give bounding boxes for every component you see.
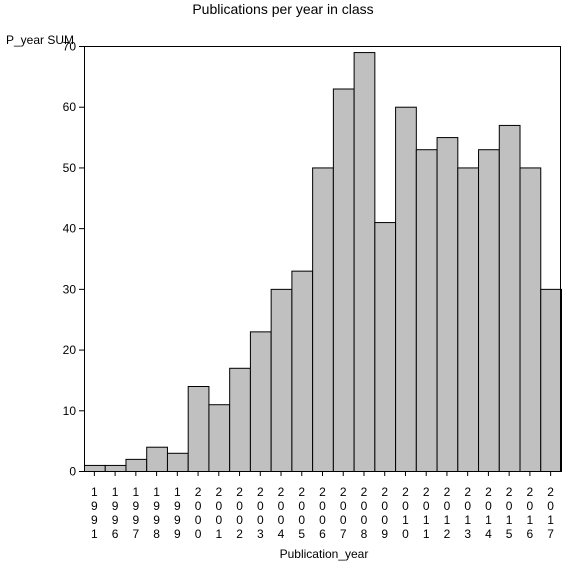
y-tick-label: 40 <box>63 222 77 236</box>
y-tick-label: 60 <box>63 100 77 114</box>
bar-2008 <box>353 52 376 472</box>
y-tick-label: 70 <box>63 40 77 54</box>
bar-2012 <box>436 137 459 472</box>
bar-2017 <box>540 288 563 472</box>
y-tick-label: 10 <box>63 404 77 418</box>
bars-group <box>84 52 563 473</box>
bar-2010 <box>395 106 417 473</box>
bar-1997 <box>125 458 148 472</box>
plot-frame <box>84 46 561 472</box>
bar-1999 <box>166 452 189 473</box>
bar-2004 <box>270 288 293 472</box>
bar-2009 <box>374 222 397 472</box>
bar-2011 <box>415 149 438 473</box>
bar-2001 <box>208 404 231 472</box>
bar-2002 <box>229 367 251 473</box>
bar-1991 <box>84 464 106 472</box>
bar-2000 <box>187 386 210 472</box>
bar-2007 <box>332 88 355 472</box>
bar-2006 <box>312 167 334 472</box>
bar-2013 <box>457 167 480 472</box>
x-axis: 1 9 9 1 1 9 9 6 1 9 9 7 1 9 9 8 1 9 9 9 2 0 0 0 2 0 0 1 2 0 0 2 2 0 0 3 2 0 0 4… <box>91 471 554 541</box>
bar-2014 <box>478 149 500 473</box>
y-tick-label: 30 <box>63 282 77 296</box>
y-axis: 0 10 20 30 40 50 60 70 <box>63 40 84 479</box>
y-tick-label: 50 <box>63 161 77 175</box>
chart-title: Publications per year in class <box>192 1 373 17</box>
bar-2016 <box>519 167 542 472</box>
bar-2005 <box>291 270 314 473</box>
y-axis-label: P_year SUM <box>6 33 74 47</box>
x-axis-label: Publication_year <box>280 547 369 561</box>
y-tick-label: 0 <box>69 465 76 479</box>
bar-2015 <box>498 124 521 473</box>
bar-1996 <box>104 464 127 472</box>
y-tick-label: 20 <box>63 343 77 357</box>
bar-2003 <box>249 331 272 472</box>
bar-1998 <box>146 446 168 472</box>
